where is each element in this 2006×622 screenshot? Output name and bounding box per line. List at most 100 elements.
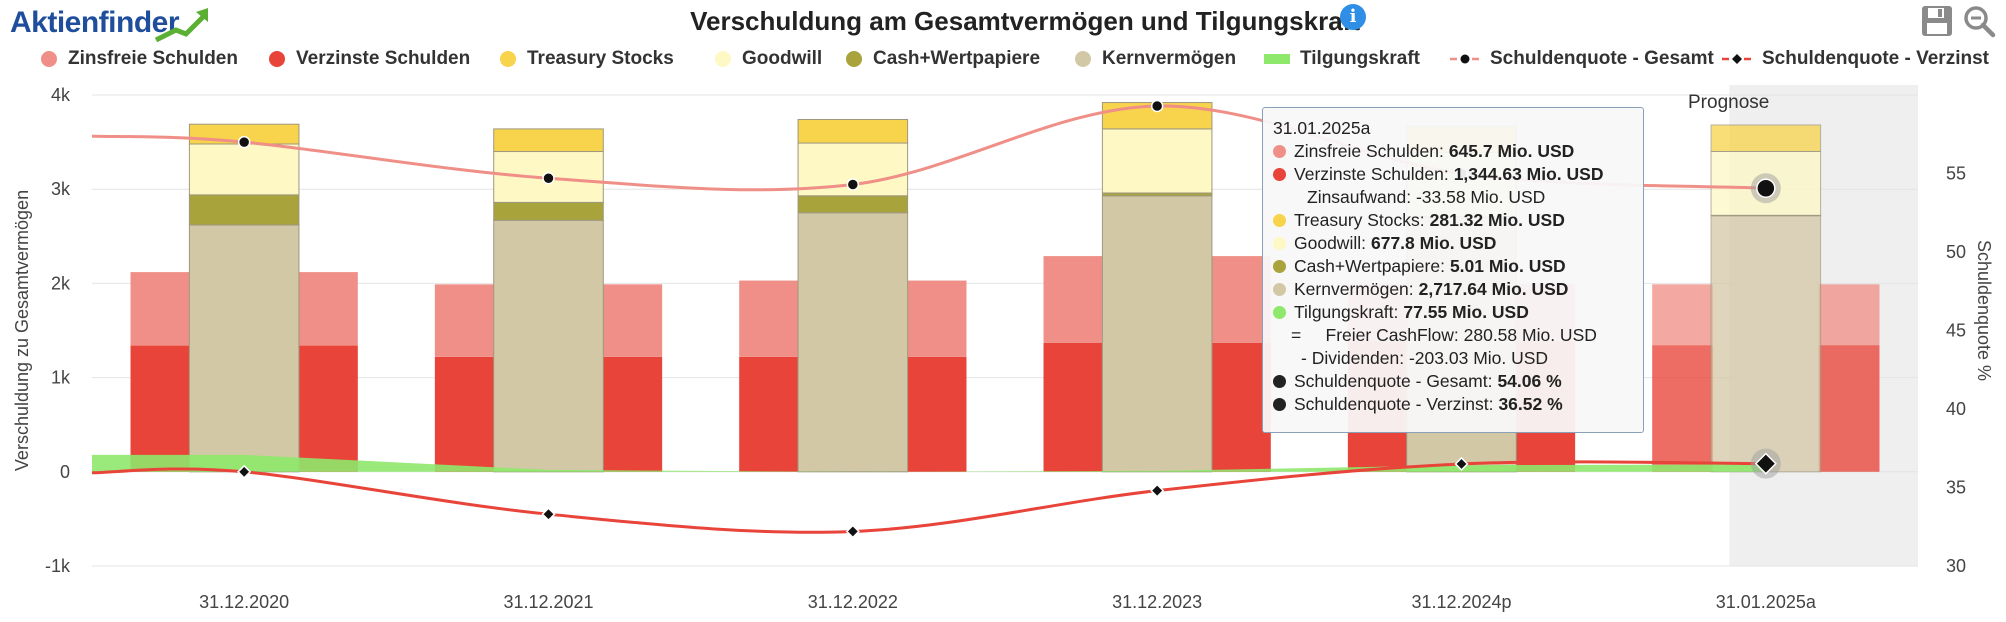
debt-bar-segment: [434, 356, 496, 472]
schuldenquote-gesamt-point: [846, 178, 860, 191]
legend-item[interactable]: Verzinste Schulden: [266, 48, 470, 70]
tooltip-value: 281.32 Mio. USD: [1429, 210, 1565, 230]
debt-bar-segment: [296, 345, 358, 472]
legend-item[interactable]: Tilgungskraft: [1262, 48, 1420, 70]
prognose-label: Prognose: [1688, 92, 1770, 113]
tooltip-value: 5.01 Mio. USD: [1449, 256, 1566, 276]
tooltip-value: 54.06 %: [1497, 371, 1562, 391]
debt-bar-segment: [130, 345, 192, 472]
tooltip-color-dot-icon: [1273, 168, 1286, 181]
tilgungskraft-area: [92, 454, 1766, 472]
asset-bar-segment: [797, 118, 909, 144]
schuldenquote-verzinst-point: [1454, 456, 1469, 472]
legend-label: Schuldenquote - Gesamt: [1490, 48, 1714, 69]
x-tick-label: 31.01.2025a: [1716, 592, 1817, 612]
debt-bar-segment: [1818, 284, 1880, 346]
asset-bar-segment: [797, 195, 909, 214]
y-right-tick-label: 45: [1946, 321, 1966, 341]
debt-bar-segment: [739, 280, 801, 357]
x-tick-label: 31.12.2022: [808, 592, 898, 612]
asset-bar-segment: [1710, 215, 1822, 473]
debt-bar-segment: [1043, 342, 1105, 472]
tooltip-label: Zinsfreie Schulden:: [1294, 141, 1444, 161]
tooltip-value: 1,344.63 Mio. USD: [1453, 164, 1604, 184]
tooltip-value: 677.8 Mio. USD: [1370, 233, 1497, 253]
legend-item[interactable]: Cash+Wertpapiere: [843, 48, 1040, 70]
legend-circle-icon: [269, 51, 285, 67]
legend-label: Goodwill: [742, 48, 823, 69]
legend-item[interactable]: Schuldenquote - Gesamt: [1448, 48, 1714, 70]
asset-bar-segment: [1710, 124, 1822, 152]
legend-label: Verzinste Schulden: [296, 48, 471, 69]
x-tick-label: 31.12.2021: [503, 592, 593, 612]
schuldenquote-gesamt-point: [237, 135, 251, 149]
save-icon[interactable]: [1920, 4, 1954, 38]
tooltip-line: Verzinste Schulden: 1,344.63 Mio. USD: [1273, 164, 1603, 185]
brand-logo[interactable]: Aktienfinder: [10, 6, 180, 40]
y-right-tick-label: 35: [1946, 478, 1966, 498]
tooltip-color-dot-icon: [1273, 145, 1286, 158]
legend-item[interactable]: Kernvermögen: [1072, 48, 1236, 70]
tooltip-line: Schuldenquote - Gesamt: 54.06 %: [1273, 371, 1562, 392]
brand-name: Aktienfinder: [10, 6, 180, 39]
tooltip-label: Verzinste Schulden:: [1294, 164, 1449, 184]
schuldenquote-verzinst-point: [541, 507, 556, 522]
legend-label: Tilgungskraft: [1300, 48, 1420, 69]
tooltip-color-dot-icon: [1273, 283, 1286, 296]
tooltip-date: 31.01.2025a: [1273, 118, 1371, 138]
x-tick-label: 31.12.2020: [199, 592, 289, 612]
schuldenquote-verzinst-point: [237, 464, 252, 479]
legend-item[interactable]: Goodwill: [712, 48, 822, 70]
tooltip-line: Zinsaufwand: -33.58 Mio. USD: [1307, 187, 1545, 208]
tooltip-value: 645.7 Mio. USD: [1448, 141, 1575, 161]
chart-title: Verschuldung am Gesamtvermögen und Tilgu…: [690, 6, 1360, 36]
legend-circle-icon: [41, 51, 57, 67]
debt-bar-segment: [905, 280, 967, 357]
tooltip-color-dot-icon: [1273, 398, 1286, 411]
asset-bar-segment: [188, 194, 300, 226]
tooltip-label: Goodwill:: [1294, 233, 1366, 253]
tooltip-line: Cash+Wertpapiere: 5.01 Mio. USD: [1273, 256, 1566, 277]
tooltip-label: Tilgungskraft:: [1294, 302, 1399, 322]
asset-bar-segment: [493, 128, 604, 153]
tooltip-label: Cash+Wertpapiere:: [1294, 256, 1445, 276]
asset-bar-segment: [188, 143, 300, 196]
tooltip-line: Treasury Stocks: 281.32 Mio. USD: [1273, 210, 1565, 231]
asset-bar-segment: [1101, 195, 1213, 473]
y-tick-label: 0: [60, 462, 70, 482]
y-right-tick-label: 30: [1946, 556, 1966, 576]
asset-bar-segment: [797, 212, 909, 473]
x-tick-label: 31.12.2023: [1112, 592, 1202, 612]
legend-label: Cash+Wertpapiere: [873, 48, 1041, 69]
debt-bar-segment: [1818, 345, 1880, 472]
debt-bar-segment: [1209, 256, 1271, 343]
tooltip-line: Kernvermögen: 2,717.64 Mio. USD: [1273, 279, 1568, 300]
asset-bar-segment: [188, 224, 300, 473]
legend-item[interactable]: Schuldenquote - Verzinst: [1720, 48, 1989, 70]
y-right-axis-label: Schuldenquote %: [1974, 240, 1994, 381]
tooltip-line: = Freier CashFlow: 280.58 Mio. USD: [1291, 325, 1597, 346]
debt-bar-segment: [1043, 256, 1105, 343]
zoom-out-icon[interactable]: [1962, 4, 1996, 38]
tooltip-color-dot-icon: [1273, 260, 1286, 273]
y-right-tick-label: 50: [1946, 242, 1966, 262]
tooltip-line: Zinsfreie Schulden: 645.7 Mio. USD: [1273, 141, 1574, 162]
y-tick-label: 2k: [51, 273, 71, 293]
y-right-tick-label: 40: [1946, 399, 1966, 419]
debt-bar-segment: [434, 284, 496, 357]
x-tick-label: 31.12.2024p: [1411, 592, 1511, 612]
tooltip-color-dot-icon: [1273, 214, 1286, 227]
info-icon[interactable]: i: [1340, 4, 1366, 30]
y-tick-label: 1k: [51, 368, 71, 388]
legend-circle-icon: [1075, 51, 1091, 67]
debt-bar-segment: [1209, 342, 1271, 472]
debt-bar-segment: [130, 272, 192, 346]
legend-circle-icon: [500, 51, 516, 67]
debt-bar-segment: [905, 356, 967, 472]
legend-item[interactable]: Zinsfreie Schulden: [38, 48, 238, 70]
legend-label: Treasury Stocks: [527, 48, 674, 69]
schuldenquote-verzinst-point: [1754, 452, 1777, 475]
legend-item[interactable]: Treasury Stocks: [497, 48, 674, 70]
debt-bar-segment: [1652, 345, 1714, 472]
tooltip-label: - Dividenden: -203.03 Mio. USD: [1301, 348, 1549, 368]
